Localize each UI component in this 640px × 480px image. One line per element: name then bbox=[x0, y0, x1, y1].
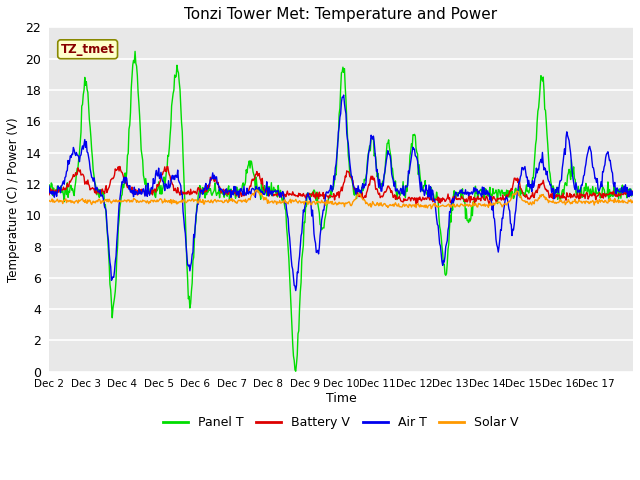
Panel T bbox=[114, 245, 122, 251]
Battery V bbox=[45, 192, 53, 198]
Air T bbox=[340, 92, 348, 98]
Line: Panel T: Panel T bbox=[49, 51, 633, 371]
Line: Solar V: Solar V bbox=[49, 190, 633, 209]
Solar V bbox=[403, 202, 410, 207]
Panel T bbox=[629, 189, 637, 194]
Air T bbox=[250, 186, 258, 192]
Air T bbox=[114, 228, 122, 234]
Panel T bbox=[436, 224, 444, 229]
Solar V bbox=[428, 206, 435, 212]
Panel T bbox=[131, 48, 139, 54]
Legend: Panel T, Battery V, Air T, Solar V: Panel T, Battery V, Air T, Solar V bbox=[158, 411, 524, 434]
Battery V bbox=[222, 191, 230, 197]
Panel T bbox=[45, 182, 53, 188]
Solar V bbox=[273, 202, 280, 207]
Title: Tonzi Tower Met: Temperature and Power: Tonzi Tower Met: Temperature and Power bbox=[184, 7, 497, 22]
Panel T bbox=[403, 189, 411, 194]
Solar V bbox=[114, 199, 122, 204]
Battery V bbox=[251, 176, 259, 182]
Panel T bbox=[222, 191, 230, 197]
Air T bbox=[292, 288, 300, 293]
Battery V bbox=[412, 202, 420, 208]
Battery V bbox=[629, 191, 637, 197]
Text: TZ_tmet: TZ_tmet bbox=[61, 43, 115, 56]
Air T bbox=[272, 189, 280, 194]
Solar V bbox=[45, 198, 53, 204]
Solar V bbox=[253, 187, 260, 192]
Y-axis label: Temperature (C) / Power (V): Temperature (C) / Power (V) bbox=[7, 117, 20, 282]
Battery V bbox=[114, 166, 122, 172]
Solar V bbox=[436, 204, 444, 209]
Battery V bbox=[403, 197, 410, 203]
Air T bbox=[629, 192, 637, 198]
Line: Battery V: Battery V bbox=[49, 167, 633, 205]
Panel T bbox=[292, 368, 300, 374]
Solar V bbox=[221, 197, 228, 203]
Solar V bbox=[250, 192, 258, 198]
Solar V bbox=[629, 198, 637, 204]
Air T bbox=[221, 190, 228, 196]
Air T bbox=[436, 241, 444, 247]
Battery V bbox=[436, 195, 444, 201]
Line: Air T: Air T bbox=[49, 95, 633, 290]
Battery V bbox=[273, 193, 280, 199]
Panel T bbox=[251, 174, 259, 180]
Air T bbox=[403, 184, 411, 190]
Panel T bbox=[273, 188, 280, 193]
Battery V bbox=[116, 164, 124, 169]
X-axis label: Time: Time bbox=[326, 392, 356, 405]
Air T bbox=[45, 183, 53, 189]
